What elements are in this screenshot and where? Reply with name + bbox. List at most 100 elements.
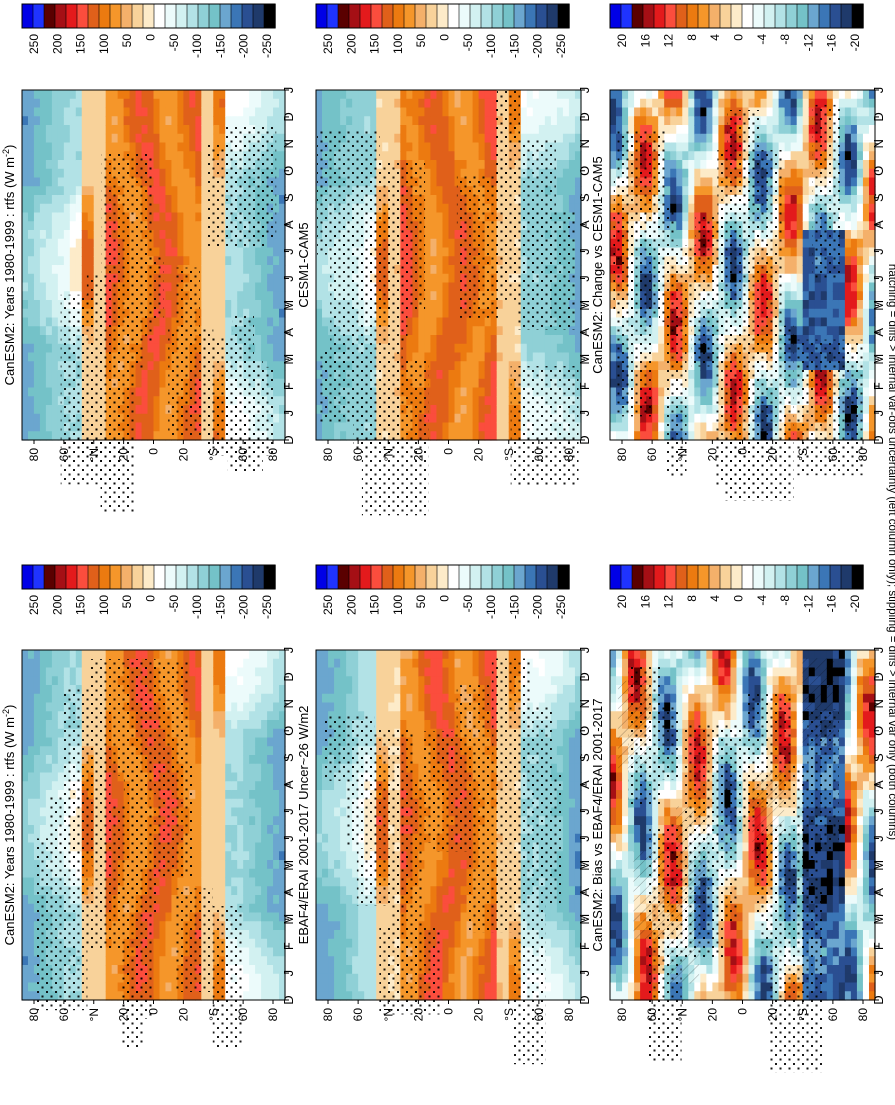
- heat-cell: [57, 230, 65, 240]
- heat-cell: [352, 90, 359, 100]
- heat-cell: [219, 728, 226, 739]
- heat-cell: [27, 842, 35, 852]
- heat-cell: [261, 90, 268, 100]
- heat-cell: [33, 781, 41, 791]
- heat-cell: [358, 116, 365, 126]
- heat-cell: [189, 676, 196, 686]
- heat-cell: [424, 256, 432, 266]
- heat-cell: [69, 212, 77, 222]
- heat-cell: [87, 965, 95, 975]
- heat-cell: [478, 387, 486, 397]
- heat-cell: [243, 930, 250, 940]
- heat-cell: [490, 396, 498, 406]
- heat-cell: [273, 860, 280, 870]
- month-label: A: [281, 220, 296, 229]
- heat-cell: [33, 702, 41, 712]
- heat-cell: [183, 212, 190, 222]
- heat-cell: [27, 912, 35, 922]
- colorbar-swatch: [109, 564, 122, 590]
- heat-cell: [219, 676, 226, 686]
- heat-cell: [267, 676, 274, 686]
- heat-cell: [472, 116, 480, 126]
- heat-cell: [159, 938, 167, 949]
- heat-cell: [99, 90, 107, 100]
- heat-cell: [279, 956, 286, 966]
- heat-cell: [334, 90, 341, 100]
- heat-cell: [279, 387, 286, 397]
- heat-cell: [159, 343, 167, 354]
- heat-cell: [316, 352, 323, 362]
- heat-cell: [195, 763, 202, 774]
- heat-cell: [484, 352, 492, 362]
- heat-cell: [51, 335, 59, 345]
- heat-cell: [448, 98, 456, 109]
- heat-cell: [75, 676, 83, 686]
- heat-cell: [255, 781, 262, 791]
- heat-cell: [33, 370, 41, 380]
- heat-cell: [99, 116, 107, 126]
- heat-cell: [171, 230, 179, 240]
- heat-cell: [430, 422, 438, 432]
- heat-cell: [81, 177, 89, 187]
- heat-cell: [472, 431, 480, 441]
- heat-cell: [22, 203, 29, 214]
- heat-cell: [436, 343, 444, 354]
- heat-cell: [460, 335, 468, 345]
- heat-cell: [478, 370, 486, 380]
- heat-cell: [177, 650, 184, 660]
- heat-cell: [195, 195, 202, 205]
- colorbar-swatch: [186, 3, 199, 29]
- heat-cell: [93, 265, 101, 275]
- heat-cell: [69, 168, 77, 179]
- heat-cell: [334, 125, 341, 135]
- heat-cell: [243, 912, 250, 922]
- heat-cell: [231, 720, 238, 730]
- heat-cell: [51, 256, 59, 266]
- heat-cell: [382, 133, 389, 144]
- heat-cell: [201, 168, 208, 179]
- heat-cell: [279, 720, 286, 730]
- heat-cell: [75, 177, 83, 187]
- heat-cell: [454, 308, 462, 319]
- heat-cell: [75, 98, 83, 109]
- heat-cell: [490, 413, 498, 424]
- heat-cell: [75, 256, 83, 266]
- heat-cell: [237, 308, 244, 319]
- colorbar-swatch: [241, 3, 254, 29]
- heat-cell: [448, 396, 456, 406]
- heat-cell: [364, 90, 371, 100]
- heat-cell: [424, 247, 432, 257]
- heat-cell: [57, 720, 65, 730]
- heat-cell: [213, 317, 220, 327]
- heat-cell: [33, 125, 41, 135]
- heat-cell: [273, 728, 280, 739]
- heat-cell: [478, 168, 486, 179]
- heat-cell: [153, 343, 161, 354]
- heat-cell: [225, 658, 232, 669]
- heat-cell: [69, 256, 77, 266]
- heat-cell: [111, 125, 119, 135]
- heat-cell: [213, 746, 220, 756]
- heat-cell: [237, 851, 244, 861]
- heat-cell: [418, 343, 426, 354]
- heat-cell: [448, 308, 456, 319]
- heat-cell: [165, 265, 173, 275]
- heat-cell: [231, 868, 238, 879]
- heat-cell: [255, 685, 262, 695]
- heat-cell: [195, 247, 202, 257]
- heat-cell: [189, 807, 196, 817]
- heat-cell: [201, 177, 208, 187]
- heat-cell: [273, 116, 280, 126]
- heat-cell: [27, 965, 35, 975]
- heat-cell: [412, 142, 419, 152]
- heat-cell: [460, 378, 468, 389]
- heat-cell: [51, 212, 59, 222]
- heat-cell: [328, 422, 335, 432]
- heat-cell: [22, 142, 29, 152]
- heat-cell: [243, 973, 250, 984]
- heat-cell: [388, 116, 395, 126]
- heat-cell: [201, 693, 208, 704]
- heat-cell: [39, 693, 47, 704]
- colorbar-label: 250: [27, 595, 41, 615]
- heat-cell: [382, 125, 389, 135]
